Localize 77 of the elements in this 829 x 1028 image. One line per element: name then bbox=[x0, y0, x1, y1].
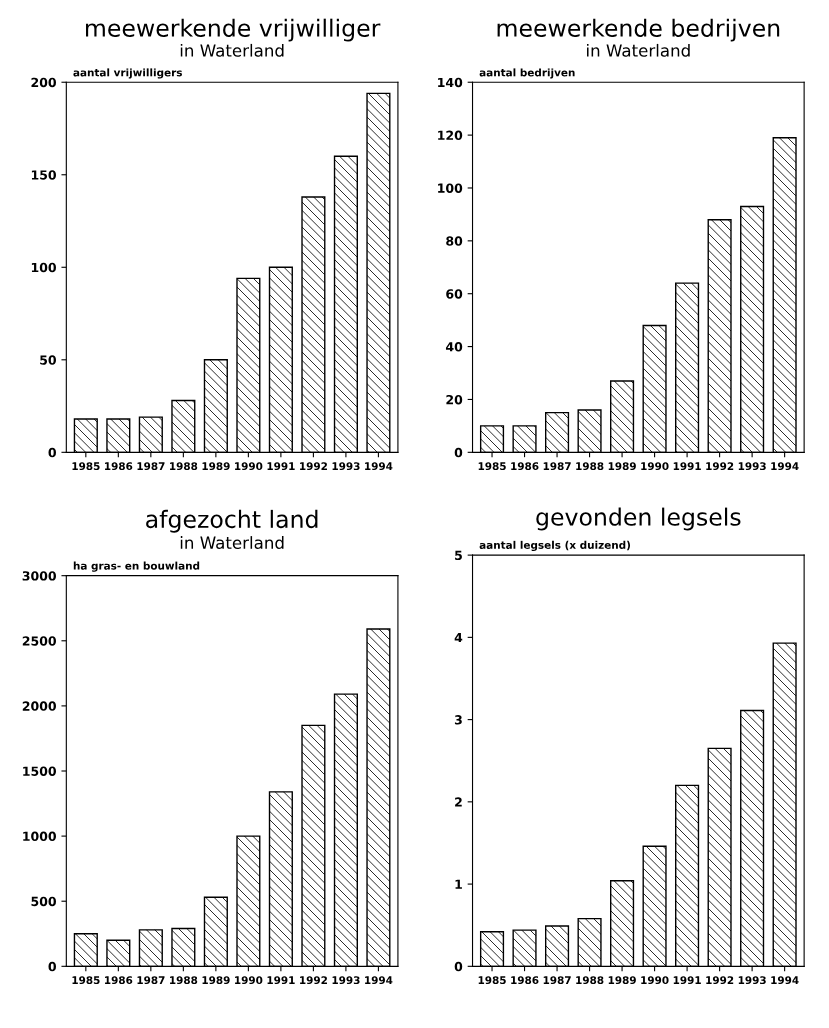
y-tick-label: 50 bbox=[40, 355, 56, 365]
y-tick-label: 1000 bbox=[23, 831, 56, 842]
x-tick-label: 1987 bbox=[137, 976, 165, 985]
x-tick-label: 1992 bbox=[300, 976, 327, 985]
y-tick-label: 3000 bbox=[22, 571, 56, 581]
y-tick-label: 4 bbox=[454, 633, 463, 643]
x-tick-label: 1991 bbox=[673, 462, 701, 471]
x-tick-label: 1991 bbox=[673, 976, 701, 985]
y-tick-label: 2 bbox=[455, 797, 462, 807]
y-axis-title: aantal vrijwilligers bbox=[73, 68, 182, 79]
x-tick-label: 1991 bbox=[267, 976, 295, 985]
y-tick-label: 2500 bbox=[22, 636, 56, 646]
x-tick-label: 1986 bbox=[511, 976, 539, 985]
chart-title: meewerkende bedrijven bbox=[497, 18, 780, 42]
x-tick-label: 1994 bbox=[771, 976, 799, 985]
y-tick-label: 5 bbox=[455, 550, 462, 561]
chart-title: meewerkende vrijwilliger bbox=[86, 18, 381, 42]
y-tick-label: 100 bbox=[31, 262, 56, 273]
x-tick-label: 1985 bbox=[478, 976, 506, 985]
y-tick-label: 1500 bbox=[23, 766, 56, 776]
x-tick-label: 1990 bbox=[235, 462, 263, 471]
x-tick-label: 1985 bbox=[72, 462, 100, 471]
x-tick-label: 1988 bbox=[576, 976, 604, 985]
y-tick-label: 20 bbox=[446, 394, 463, 405]
chart-subtitle: in Waterland bbox=[180, 536, 284, 550]
x-tick-label: 1994 bbox=[365, 976, 393, 985]
chart-title: gevonden legsels bbox=[536, 507, 741, 531]
y-axis-title: aantal bedrijven bbox=[479, 68, 575, 79]
x-tick-label: 1992 bbox=[706, 976, 734, 985]
x-tick-label: 1988 bbox=[170, 976, 198, 985]
x-tick-label: 1994 bbox=[365, 462, 393, 471]
x-tick-label: 1992 bbox=[706, 462, 734, 471]
x-tick-label: 1989 bbox=[608, 976, 636, 985]
x-tick-label: 1987 bbox=[137, 462, 165, 471]
y-tick-label: 80 bbox=[446, 236, 463, 246]
chart-title: afgezocht land bbox=[146, 509, 318, 533]
y-tick-label: 0 bbox=[48, 961, 56, 972]
y-tick-label: 0 bbox=[454, 447, 463, 458]
y-tick-label: 0 bbox=[48, 447, 56, 458]
x-tick-label: 1993 bbox=[332, 976, 360, 985]
x-tick-label: 1988 bbox=[170, 462, 198, 471]
x-tick-label: 1990 bbox=[641, 462, 669, 471]
chart-subtitle: in Waterland bbox=[180, 43, 284, 57]
x-tick-label: 1985 bbox=[478, 462, 506, 471]
y-tick-label: 0 bbox=[454, 961, 463, 972]
y-tick-label: 1 bbox=[455, 879, 462, 889]
y-tick-label: 500 bbox=[31, 896, 56, 907]
x-tick-label: 1989 bbox=[202, 976, 230, 985]
x-tick-label: 1987 bbox=[543, 976, 571, 985]
y-tick-label: 3 bbox=[454, 715, 462, 725]
x-tick-label: 1991 bbox=[267, 462, 295, 471]
x-tick-label: 1992 bbox=[300, 462, 327, 471]
x-tick-label: 1989 bbox=[202, 462, 230, 471]
x-tick-label: 1989 bbox=[608, 462, 636, 471]
x-tick-label: 1990 bbox=[235, 976, 263, 985]
y-tick-label: 150 bbox=[31, 170, 56, 180]
x-tick-label: 1993 bbox=[738, 462, 766, 471]
x-tick-label: 1990 bbox=[641, 976, 669, 985]
x-tick-label: 1993 bbox=[738, 976, 766, 985]
y-tick-label: 120 bbox=[438, 130, 463, 141]
x-tick-label: 1985 bbox=[72, 976, 100, 985]
x-tick-label: 1993 bbox=[332, 462, 360, 471]
x-tick-label: 1987 bbox=[543, 462, 571, 471]
y-tick-label: 60 bbox=[446, 289, 463, 299]
x-tick-label: 1986 bbox=[511, 462, 539, 471]
y-tick-label: 140 bbox=[438, 77, 463, 88]
chart-subtitle: in Waterland bbox=[587, 43, 690, 57]
x-tick-label: 1994 bbox=[771, 462, 799, 471]
x-tick-label: 1986 bbox=[105, 462, 133, 471]
y-axis-title: aantal legsels (x duizend) bbox=[479, 540, 631, 552]
y-tick-label: 100 bbox=[438, 183, 463, 193]
y-tick-label: 200 bbox=[31, 77, 56, 88]
y-tick-label: 2000 bbox=[22, 701, 56, 711]
x-tick-label: 1986 bbox=[105, 976, 133, 985]
y-tick-label: 40 bbox=[445, 342, 463, 352]
x-tick-label: 1988 bbox=[576, 462, 604, 471]
y-axis-title: ha gras- en bouwland bbox=[73, 561, 200, 572]
